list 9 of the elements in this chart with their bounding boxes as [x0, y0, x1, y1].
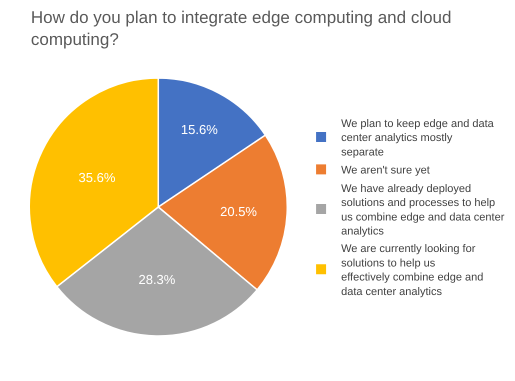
- legend-label: We are currently looking for solutions to help us effectively combine edge and data center analytics: [341, 243, 484, 298]
- legend-label: We have already deployed solutions and processes to help us combine edge and data center analytics: [341, 182, 505, 238]
- legend-label: We plan to keep edge and data center analytics mostly separate: [341, 118, 495, 159]
- chart-title: How do you plan to integrate edge computing and cloud computing?: [30, 8, 452, 49]
- legend-label: We aren't sure yet: [341, 164, 430, 177]
- data-label: 15.6%: [180, 122, 218, 138]
- data-label: 35.6%: [78, 170, 116, 185]
- data-label: 28.3%: [138, 272, 176, 288]
- data-label: 20.5%: [220, 204, 258, 219]
